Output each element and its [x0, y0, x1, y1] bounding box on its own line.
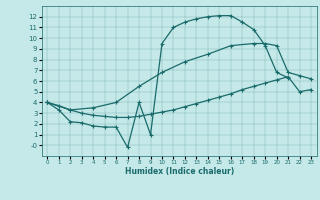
X-axis label: Humidex (Indice chaleur): Humidex (Indice chaleur) — [124, 167, 234, 176]
